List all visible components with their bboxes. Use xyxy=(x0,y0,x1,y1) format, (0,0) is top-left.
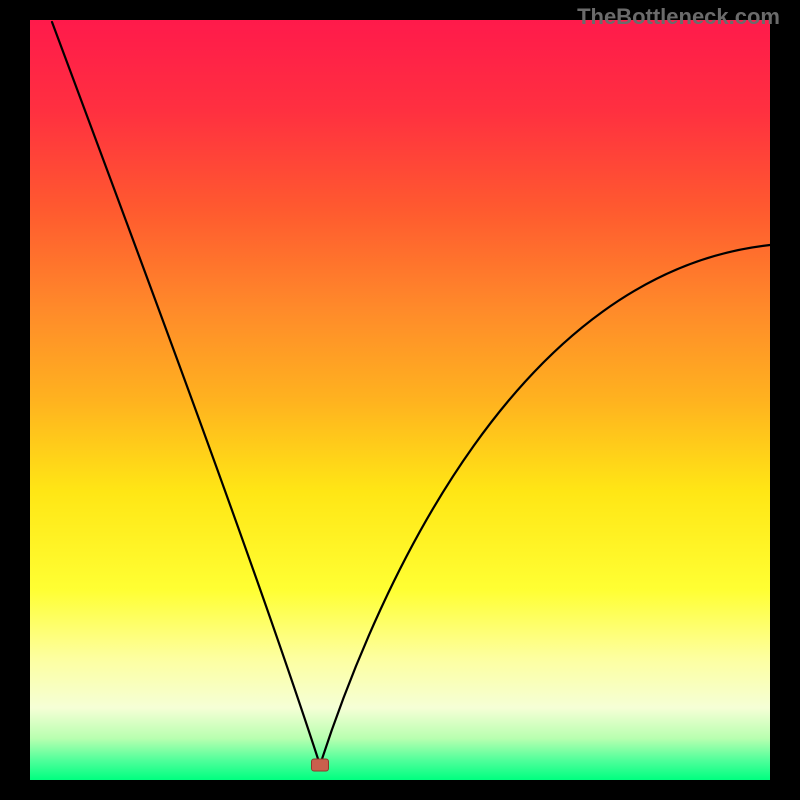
bottleneck-curve xyxy=(0,0,800,800)
sweet-spot-marker xyxy=(311,759,329,772)
bottleneck-curve-path xyxy=(52,22,770,765)
chart-stage: TheBottleneck.com xyxy=(0,0,800,800)
watermark-label: TheBottleneck.com xyxy=(577,4,780,30)
